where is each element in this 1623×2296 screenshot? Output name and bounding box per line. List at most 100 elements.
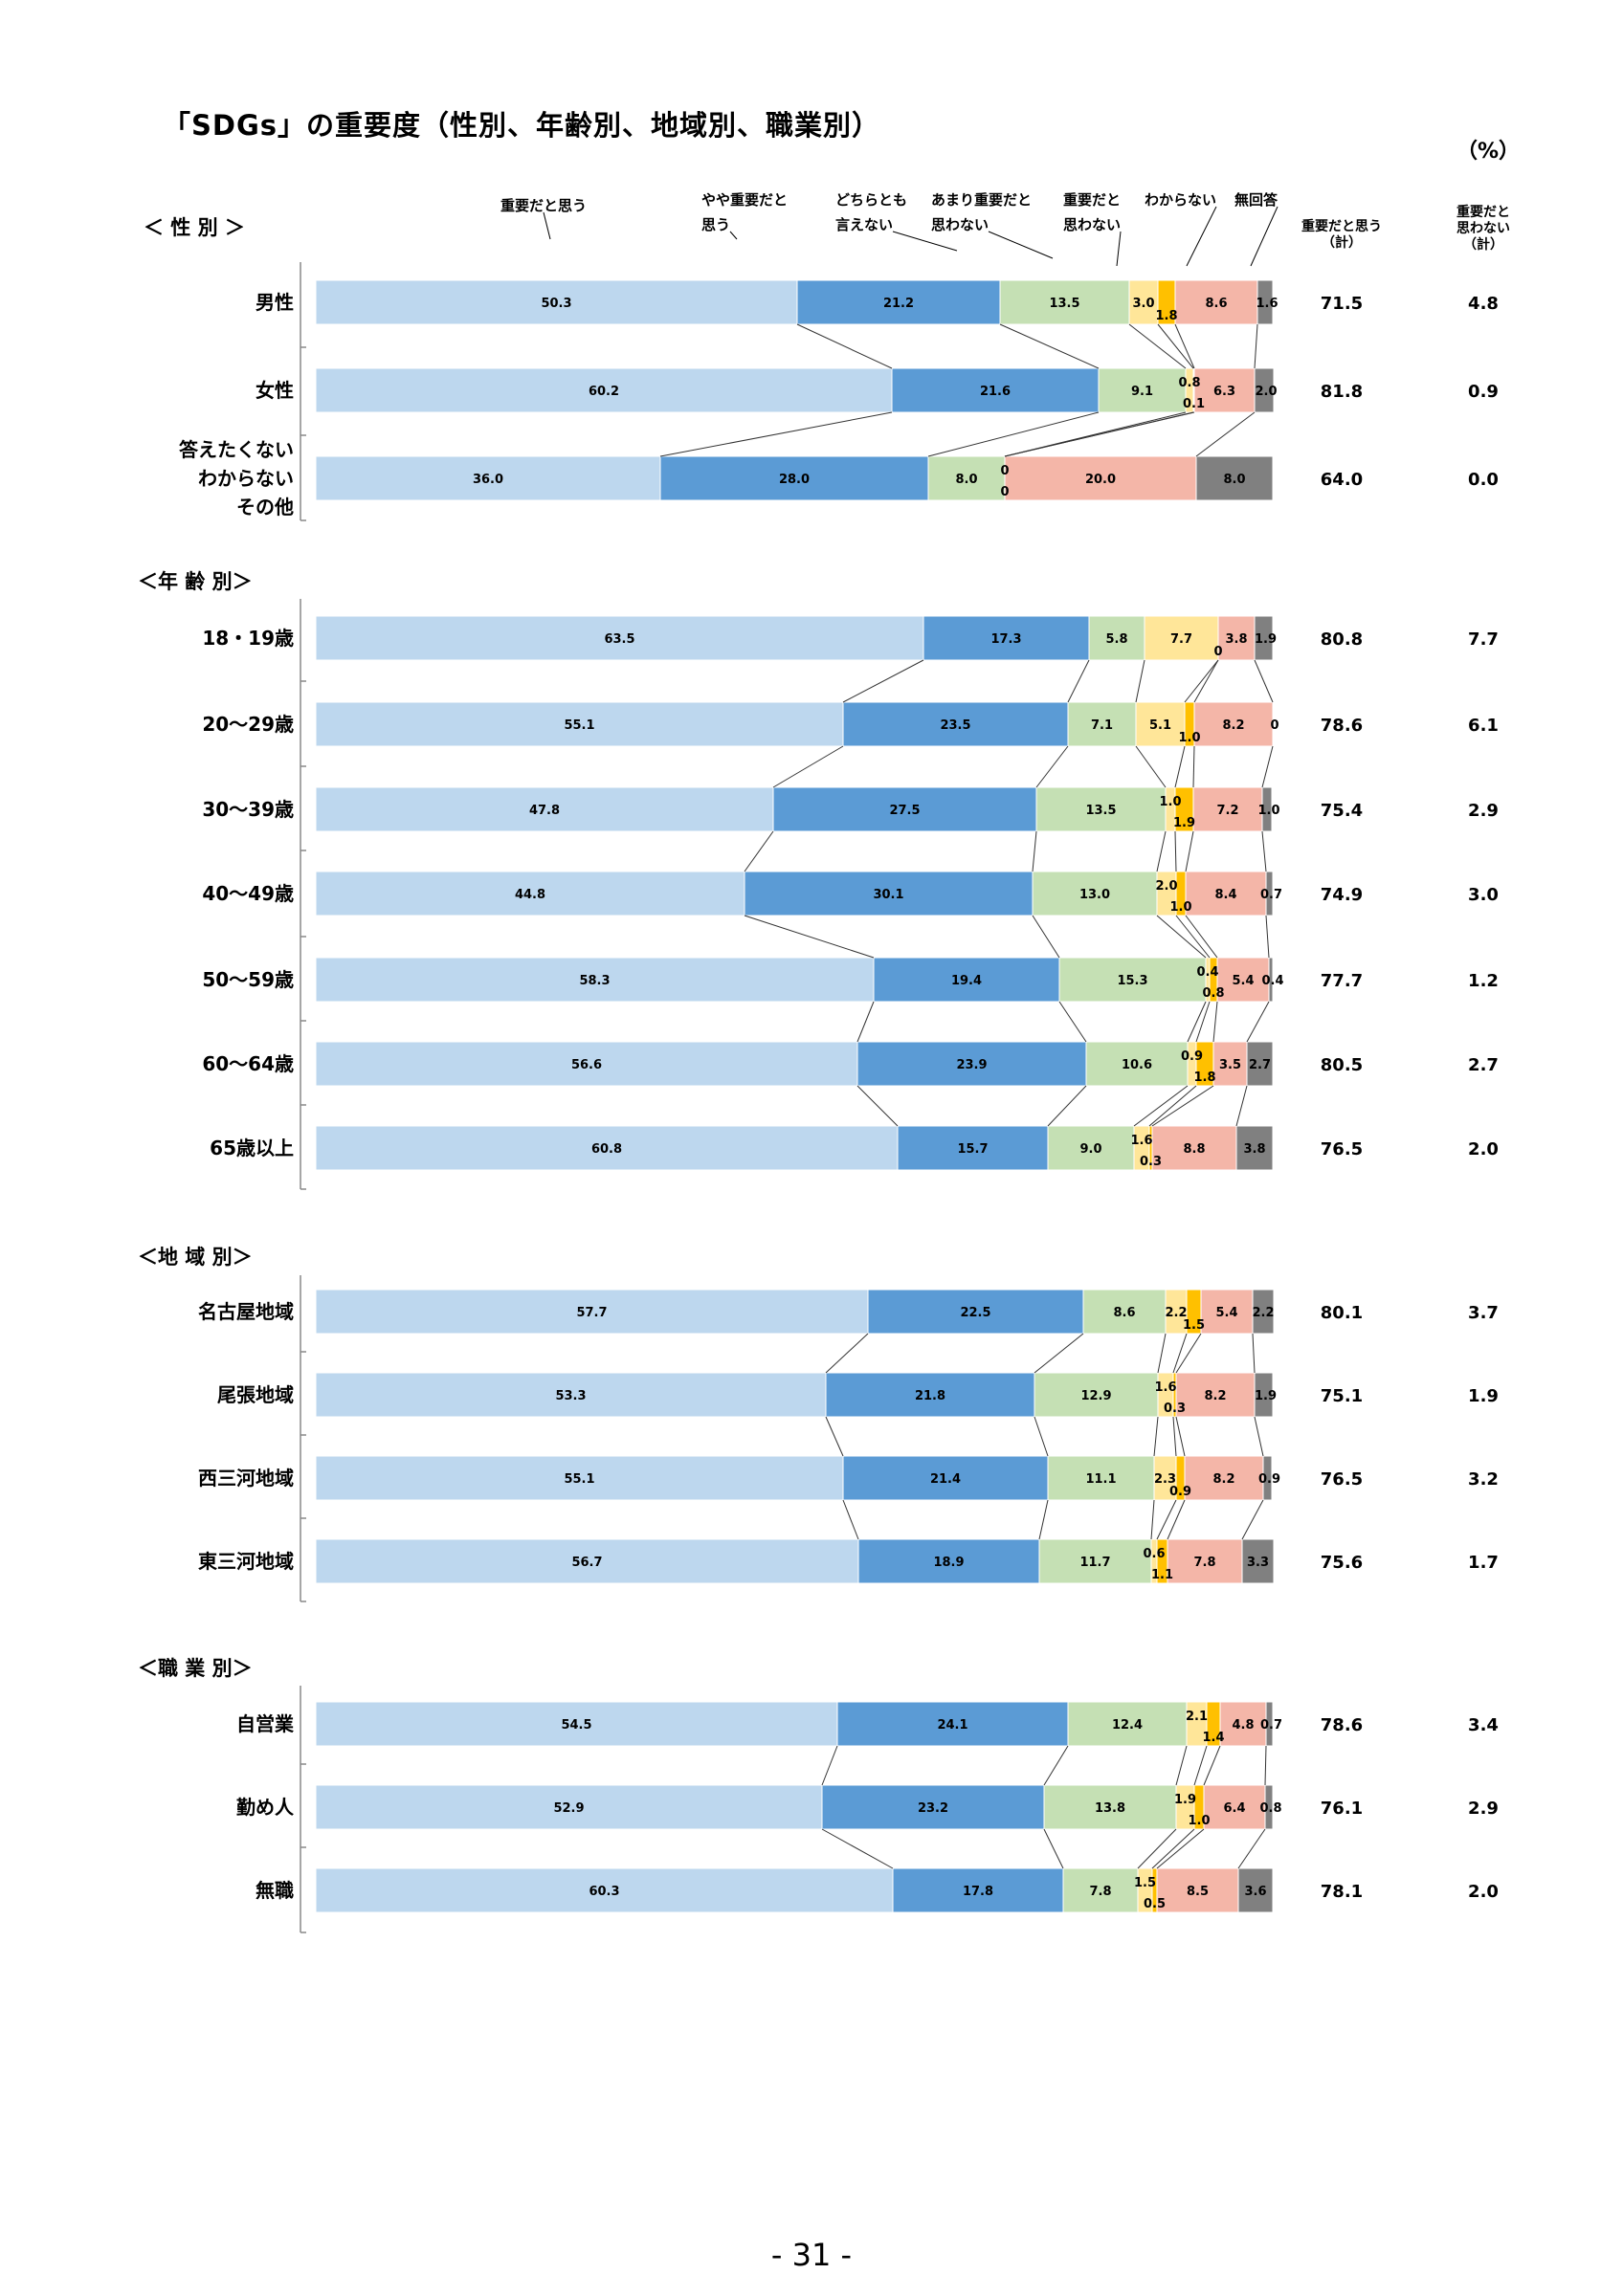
data-label: 0.3 xyxy=(1164,1402,1186,1416)
data-label: 55.1 xyxy=(564,718,594,733)
series-connector xyxy=(1235,1085,1248,1127)
category-label: 50～59歳 xyxy=(202,968,294,991)
data-label: 0 xyxy=(1213,645,1222,659)
bar-segment xyxy=(1047,1455,1155,1501)
legend-leader-line xyxy=(729,231,738,240)
section-label: ＜地 域 別＞ xyxy=(138,1246,253,1269)
total-important: 76.1 xyxy=(1321,1799,1363,1819)
bar-segment xyxy=(897,1125,1049,1171)
bar-segment xyxy=(1004,455,1197,501)
bar-segment xyxy=(867,1289,1084,1335)
data-label: 24.1 xyxy=(937,1718,967,1733)
series-connector xyxy=(659,411,893,457)
bar-segment xyxy=(315,279,798,325)
data-label: 1.5 xyxy=(1134,1876,1156,1890)
section-label: ＜年 齢 別＞ xyxy=(138,570,253,593)
series-connector xyxy=(1043,1745,1069,1786)
data-label: 8.2 xyxy=(1204,1389,1226,1403)
data-label: 28.0 xyxy=(779,473,810,487)
total-important: 75.1 xyxy=(1321,1386,1363,1406)
bar-segment xyxy=(1062,1867,1139,1913)
bar-segment xyxy=(927,455,1006,501)
page-title: 「SDGs」の重要度（性別、年齢別、地域別、職業別） xyxy=(163,109,881,142)
bar-segment xyxy=(315,1372,827,1418)
series-connector xyxy=(1172,1333,1188,1374)
bar-segment xyxy=(873,957,1060,1003)
series-connector xyxy=(1157,1333,1167,1374)
series-connector xyxy=(1203,1745,1221,1786)
bar-segment xyxy=(1195,455,1274,501)
bar-segment xyxy=(1034,1372,1159,1418)
category-label: 40～49歳 xyxy=(202,882,294,905)
legend-leader-line xyxy=(1186,206,1217,267)
series-connector xyxy=(1175,1745,1188,1786)
legend-leader-line xyxy=(1250,206,1278,267)
bar-segment xyxy=(842,701,1069,747)
bar-segment xyxy=(836,1701,1069,1747)
bar-segment xyxy=(1235,1125,1274,1171)
legend-leader-line xyxy=(892,231,958,252)
data-label: 3.0 xyxy=(1132,297,1154,311)
total-important: 80.8 xyxy=(1321,629,1363,650)
legend-label-4: 思わない xyxy=(931,216,989,233)
series-connector xyxy=(1193,1745,1208,1786)
data-label: 2.2 xyxy=(1252,1306,1274,1320)
data-label: 0.9 xyxy=(1181,1049,1203,1064)
data-label: 1.8 xyxy=(1193,1071,1215,1085)
data-label: 5.1 xyxy=(1149,718,1171,733)
data-label: 21.4 xyxy=(930,1472,961,1487)
totals-header-2: 思わない xyxy=(1456,221,1510,236)
series-connector xyxy=(1254,1416,1264,1457)
bar-segment xyxy=(1067,1701,1188,1747)
data-label: 12.9 xyxy=(1080,1389,1111,1403)
series-connector xyxy=(1135,659,1145,703)
bar-segment xyxy=(315,1784,823,1830)
bar-segment xyxy=(1219,1701,1267,1747)
series-connector xyxy=(1034,1333,1084,1374)
series-connector xyxy=(1174,830,1177,872)
total-not-important: 2.0 xyxy=(1468,1139,1499,1159)
series-connector xyxy=(1261,830,1267,872)
legend-label-4: あまり重要だと xyxy=(931,191,1032,209)
data-label: 8.8 xyxy=(1183,1142,1205,1157)
bar-segment xyxy=(1184,1455,1264,1501)
series-connector xyxy=(1241,1499,1264,1540)
series-connector xyxy=(1175,1416,1186,1457)
category-label: 60～64歳 xyxy=(202,1052,294,1075)
category-label: 女性 xyxy=(256,379,294,402)
data-label: 15.7 xyxy=(957,1142,988,1157)
category-label: 20～29歳 xyxy=(202,713,294,736)
legend-leader-line xyxy=(543,211,551,240)
data-label: 21.8 xyxy=(915,1389,945,1403)
total-not-important: 1.7 xyxy=(1468,1553,1499,1573)
unit-label: （%） xyxy=(1456,140,1521,164)
series-connector xyxy=(1184,659,1219,703)
series-connector xyxy=(1157,323,1194,369)
data-label: 1.6 xyxy=(1130,1134,1152,1148)
legend-label-2: やや重要だと xyxy=(701,191,788,209)
bar-segment xyxy=(891,367,1100,413)
series-connector xyxy=(1261,745,1274,788)
series-connector xyxy=(821,1745,838,1786)
category-label: 18・19歳 xyxy=(202,627,294,650)
series-connector xyxy=(1047,1085,1087,1127)
data-label: 1.9 xyxy=(1173,816,1195,830)
data-label: 1.0 xyxy=(1159,795,1181,809)
total-important: 81.8 xyxy=(1321,382,1363,402)
series-connector xyxy=(1151,1085,1214,1127)
data-label: 8.6 xyxy=(1113,1306,1135,1320)
bar-segment xyxy=(315,1867,894,1913)
total-not-important: 3.4 xyxy=(1468,1715,1499,1735)
series-connector xyxy=(744,830,774,872)
legend-label-2: 思う xyxy=(701,216,730,233)
total-not-important: 0.9 xyxy=(1468,382,1499,402)
data-label: 9.1 xyxy=(1131,385,1153,399)
data-label: 5.4 xyxy=(1232,974,1254,988)
data-label: 2.0 xyxy=(1255,385,1277,399)
series-connector xyxy=(1043,1828,1064,1869)
series-connector xyxy=(1148,1085,1197,1127)
total-not-important: 7.7 xyxy=(1468,629,1499,650)
data-label: 21.2 xyxy=(883,297,914,311)
legend-label-5: 重要だと xyxy=(1063,191,1121,209)
category-label: その他 xyxy=(236,496,294,519)
